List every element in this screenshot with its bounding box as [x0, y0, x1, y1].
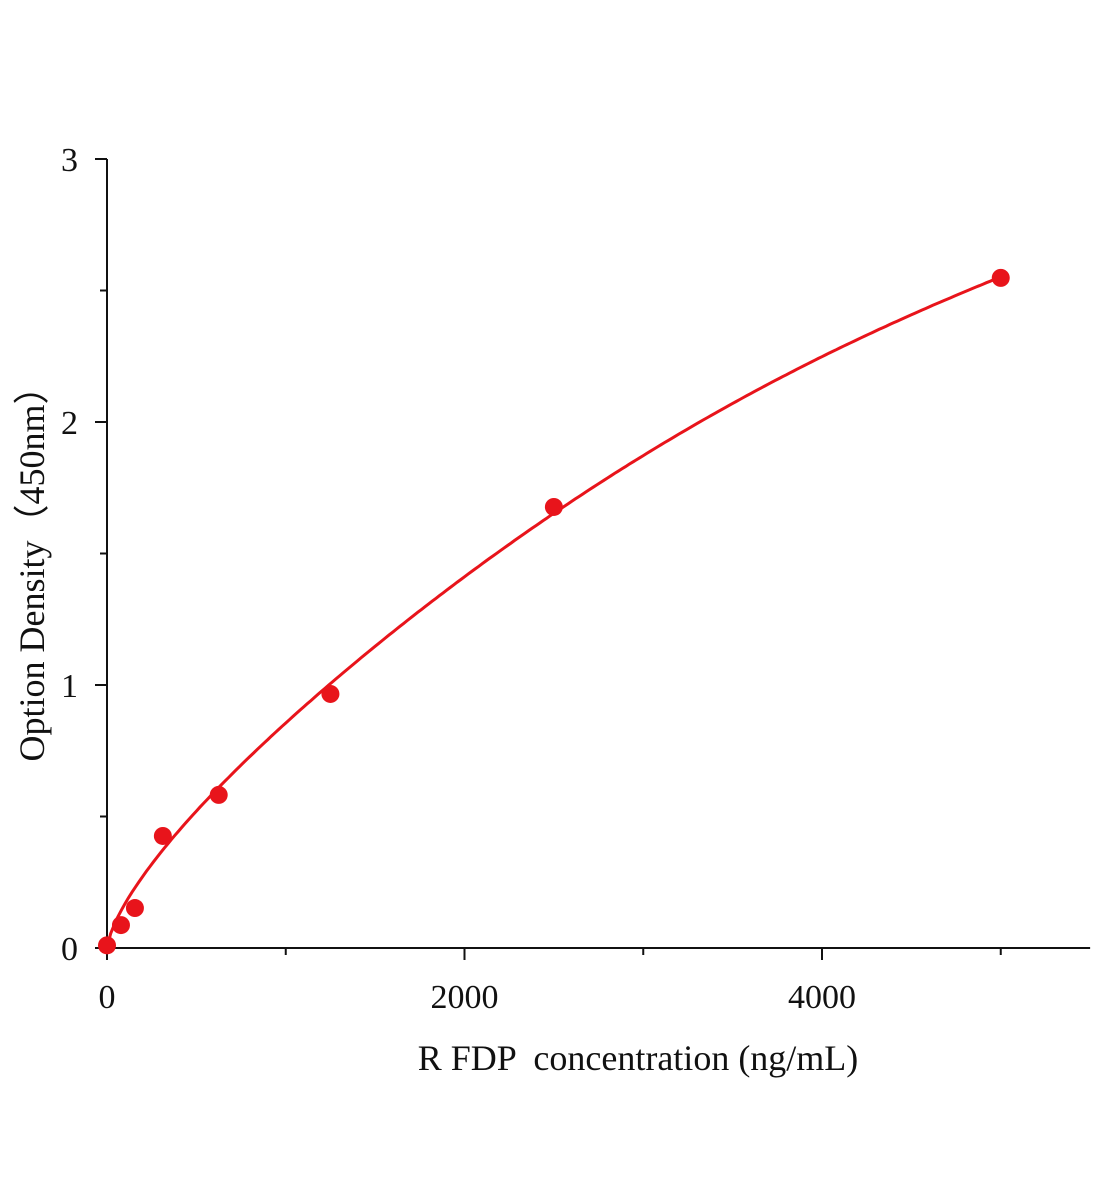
x-axis-label: R FDP concentration (ng/mL) — [418, 1038, 859, 1078]
y-tick-label: 1 — [61, 668, 78, 705]
y-tick-label: 2 — [61, 405, 78, 442]
data-point — [125, 899, 144, 918]
x-tick-label: 2000 — [431, 979, 499, 1016]
data-point — [111, 916, 130, 935]
data-point — [321, 684, 340, 703]
x-tick-label: 0 — [99, 979, 116, 1016]
data-point — [991, 268, 1010, 287]
data-point — [209, 785, 228, 804]
y-tick-label: 0 — [61, 931, 78, 968]
y-axis-label: Option Density（450nm） — [12, 369, 52, 762]
data-point — [98, 936, 116, 955]
fit-curve — [105, 275, 1002, 949]
y-tick-label: 3 — [61, 142, 78, 179]
data-point — [544, 497, 563, 516]
data-point — [153, 826, 172, 845]
x-tick-label: 4000 — [788, 979, 856, 1016]
